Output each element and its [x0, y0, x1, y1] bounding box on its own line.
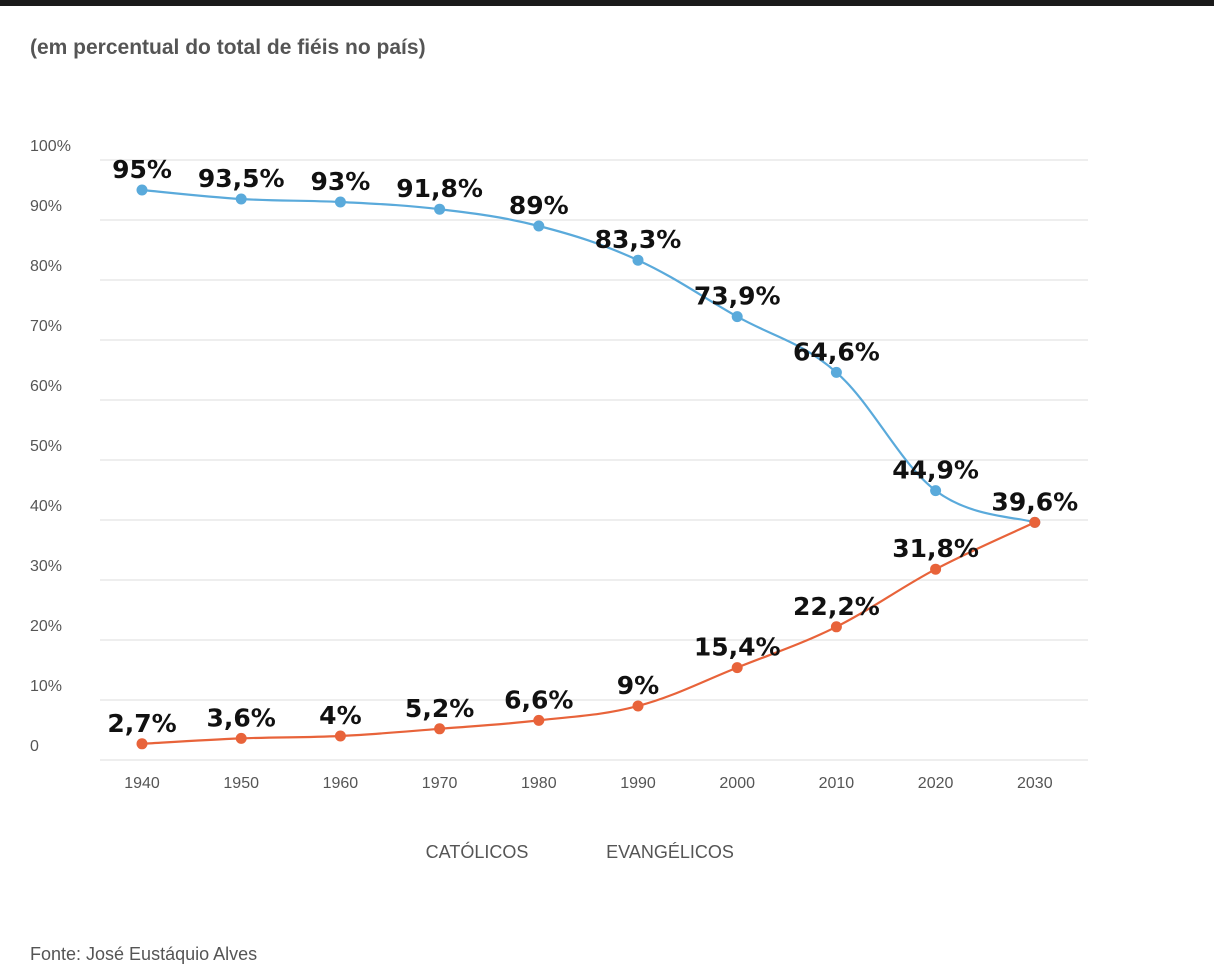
- series-lines: [141, 188, 1036, 745]
- data-label: 2,7%: [107, 709, 176, 738]
- x-tick-label: 2030: [1017, 775, 1053, 792]
- legend-item-catolicos: CATÓLICOS: [426, 841, 529, 862]
- y-tick-label: 80%: [30, 258, 62, 275]
- data-label: 15,4%: [694, 633, 781, 662]
- grid-lines: [100, 159, 1088, 761]
- y-tick-label: 100%: [30, 138, 71, 155]
- x-tick-label: 2000: [719, 775, 755, 792]
- data-label: 91,8%: [396, 174, 483, 203]
- top-bar: [0, 0, 1214, 6]
- data-point: [434, 203, 446, 215]
- data-point: [830, 621, 842, 633]
- data-point: [1029, 516, 1041, 528]
- data-label: 95%: [112, 155, 172, 184]
- data-point: [235, 193, 247, 205]
- data-label: 5,2%: [405, 694, 474, 723]
- data-point: [136, 184, 148, 196]
- data-label: 6,6%: [504, 685, 573, 714]
- series-line-evangelicos: [141, 521, 1036, 745]
- line-chart: 0 10% 20% 30% 40% 50% 60% 70% 80% 90% 100% 1940 195…: [30, 138, 1088, 862]
- data-label: 89%: [509, 191, 569, 220]
- legend: CATÓLICOS EVANGÉLICOS: [426, 841, 734, 862]
- data-label: 93%: [310, 167, 370, 196]
- data-label: 31,8%: [892, 534, 979, 563]
- y-tick-label: 60%: [30, 378, 62, 395]
- x-tick-label: 1980: [521, 775, 557, 792]
- data-point: [632, 254, 644, 266]
- y-tick-label: 70%: [30, 318, 62, 335]
- y-axis-ticks: 0 10% 20% 30% 40% 50% 60% 70% 80% 90% 100%: [30, 138, 71, 755]
- data-points: [136, 184, 1041, 750]
- series-line-catolicos: [141, 188, 1036, 524]
- data-point: [533, 220, 545, 232]
- x-tick-label: 1960: [323, 775, 359, 792]
- data-label: 22,2%: [793, 592, 880, 621]
- x-tick-label: 1970: [422, 775, 458, 792]
- data-point: [930, 563, 942, 575]
- data-point: [830, 366, 842, 378]
- data-label: 83,3%: [595, 225, 682, 254]
- chart-subtitle: (em percentual do total de fiéis no país…: [30, 36, 426, 59]
- y-tick-label: 0: [30, 738, 39, 755]
- legend-item-evangelicos: EVANGÉLICOS: [606, 842, 734, 862]
- y-tick-label: 50%: [30, 438, 62, 455]
- x-tick-label: 1950: [223, 775, 259, 792]
- data-label: 73,9%: [694, 282, 781, 311]
- y-tick-label: 30%: [30, 558, 62, 575]
- data-label: 3,6%: [207, 703, 276, 732]
- y-tick-label: 20%: [30, 618, 62, 635]
- data-point: [136, 738, 148, 750]
- data-point: [235, 732, 247, 744]
- data-label: 64,6%: [793, 337, 880, 366]
- data-label: 93,5%: [198, 164, 285, 193]
- source-note: Fonte: José Eustáquio Alves: [30, 944, 258, 964]
- data-point: [434, 723, 446, 735]
- data-labels: 95% 93,5% 93% 91,8% 89% 83,3% 73,9% 64,6% 44,9% 3…: [107, 155, 1078, 738]
- data-point: [930, 485, 942, 497]
- data-label: 39,6%: [991, 487, 1078, 516]
- x-tick-label: 2020: [918, 775, 954, 792]
- y-tick-label: 40%: [30, 498, 62, 515]
- x-tick-label: 1990: [620, 775, 656, 792]
- data-point: [334, 730, 346, 742]
- data-label: 44,9%: [892, 456, 979, 485]
- data-point: [533, 714, 545, 726]
- data-point: [632, 700, 644, 712]
- data-point: [731, 662, 743, 674]
- y-tick-label: 90%: [30, 198, 62, 215]
- data-point: [731, 311, 743, 323]
- y-tick-label: 10%: [30, 678, 62, 695]
- data-point: [334, 196, 346, 208]
- x-tick-label: 1940: [124, 775, 160, 792]
- data-label: 9%: [617, 671, 659, 700]
- x-axis-ticks: 1940 1950 1960 1970 1980 1990 2000 2010 2020 2030: [124, 775, 1052, 792]
- x-tick-label: 2010: [819, 775, 855, 792]
- data-label: 4%: [319, 701, 361, 730]
